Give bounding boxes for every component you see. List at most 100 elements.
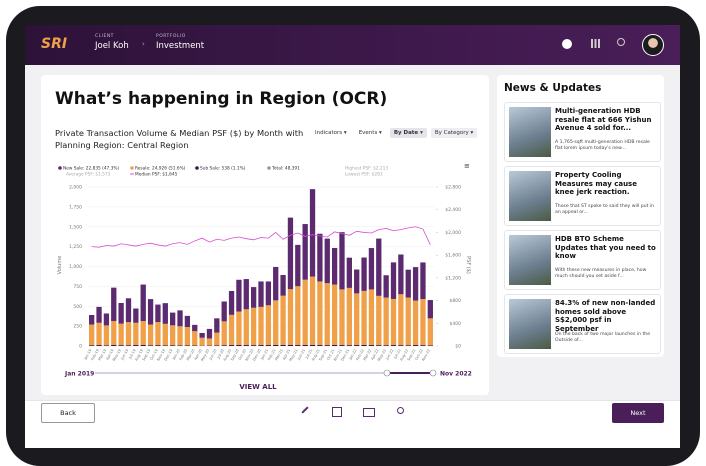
bar-segment (303, 224, 308, 280)
x-tick-label: Jun-20 (208, 348, 218, 361)
bar-segment (317, 234, 322, 282)
bar-segment (332, 345, 337, 346)
bar-segment (354, 270, 359, 294)
bar-segment (236, 280, 241, 312)
bar-segment (207, 338, 212, 345)
y-tick-label: 1,000 (69, 264, 82, 270)
bar-segment (347, 345, 352, 346)
bar-segment (391, 262, 396, 299)
bar-segment (104, 345, 109, 346)
bar-segment (111, 321, 116, 345)
legend-swatch (130, 166, 134, 170)
bar-segment (406, 270, 411, 298)
range-end: Nov 2022 (440, 371, 472, 378)
bar-segment (214, 333, 219, 346)
legend-label: Lowest PSF: $283 (345, 172, 383, 178)
bar-segment (251, 287, 256, 308)
bar-segment (280, 345, 285, 346)
bar-segment (118, 324, 123, 345)
bar-segment (96, 307, 101, 323)
bar-segment (96, 345, 101, 346)
bar-segment (361, 345, 366, 346)
range-handle[interactable] (430, 370, 436, 376)
bar-segment (89, 325, 94, 346)
bar-segment (111, 288, 116, 321)
bar-segment (347, 258, 352, 288)
bar-segment (111, 345, 116, 346)
bar-segment (96, 323, 101, 345)
bar-segment (420, 299, 425, 345)
y-tick-label: 1,500 (69, 224, 82, 230)
bar-segment (222, 301, 227, 321)
bar-segment (148, 299, 153, 324)
bar-segment (185, 327, 190, 345)
bar-segment (177, 326, 182, 345)
bar-segment (126, 298, 131, 322)
bar-segment (420, 262, 425, 299)
bar-segment (126, 322, 131, 345)
bar-segment (222, 321, 227, 345)
bar-segment (325, 283, 330, 345)
bar-segment (413, 345, 418, 346)
bar-segment (185, 316, 190, 327)
bar-segment (244, 279, 249, 309)
bar-segment (104, 325, 109, 345)
bar-segment (244, 345, 249, 346)
y2-tick-label: $1,200 (445, 275, 461, 281)
bar-segment (398, 345, 403, 346)
bar-segment (288, 218, 293, 290)
bar-segment (376, 296, 381, 345)
bar-segment (118, 303, 123, 324)
bar-segment (89, 345, 94, 346)
bar-segment (133, 345, 138, 346)
bar-segment (266, 305, 271, 345)
bar-segment (369, 248, 374, 289)
view-all[interactable]: VIEW ALL (239, 383, 277, 391)
y-axis-label: Volume (57, 256, 63, 275)
bar-segment (266, 345, 271, 346)
bar-segment (288, 345, 293, 346)
legend-label: Resale: 24,926 (51.6%) (135, 166, 186, 172)
bar-segment (361, 291, 366, 345)
bar-segment (383, 345, 388, 346)
bar-segment (420, 345, 425, 346)
bar-segment (177, 310, 182, 326)
bar-segment (391, 299, 396, 345)
bar-segment (325, 345, 330, 346)
range-handle[interactable] (384, 370, 390, 376)
bar-segment (428, 345, 433, 346)
y2-axis-label: PSF ($) (465, 256, 471, 274)
bar-segment (192, 325, 197, 331)
y-tick-label: 0 (79, 344, 82, 350)
bar-segment (126, 345, 131, 346)
bar-segment (332, 248, 337, 285)
y2-tick-label: $1,600 (445, 253, 461, 259)
bar-segment (155, 345, 160, 346)
bar-segment (295, 286, 300, 345)
bar-segment (303, 345, 308, 346)
bar-segment (244, 309, 249, 345)
bar-segment (163, 345, 168, 346)
bar-segment (229, 291, 234, 315)
bar-segment (339, 289, 344, 345)
bar-segment (398, 254, 403, 294)
bar-segment (133, 323, 138, 345)
chart-menu[interactable]: ≡ (464, 162, 470, 170)
bar-segment (310, 189, 315, 276)
bar-segment (361, 258, 366, 291)
bar-segment (251, 345, 256, 346)
bar-segment (303, 280, 308, 345)
bar-segment (163, 303, 168, 324)
y-tick-label: 1,250 (69, 244, 82, 250)
legend-label: New Sale: 22,835 (47.3%) (63, 166, 119, 172)
bar-segment (266, 281, 271, 305)
y-tick-label: 2,000 (69, 185, 82, 191)
bar-segment (199, 333, 204, 338)
y2-tick-label: $400 (450, 321, 462, 327)
bar-segment (310, 345, 315, 346)
bar-segment (273, 345, 278, 346)
bar-segment (251, 308, 256, 345)
bar-segment (398, 294, 403, 345)
legend-swatch (58, 166, 62, 170)
bar-segment (339, 232, 344, 289)
